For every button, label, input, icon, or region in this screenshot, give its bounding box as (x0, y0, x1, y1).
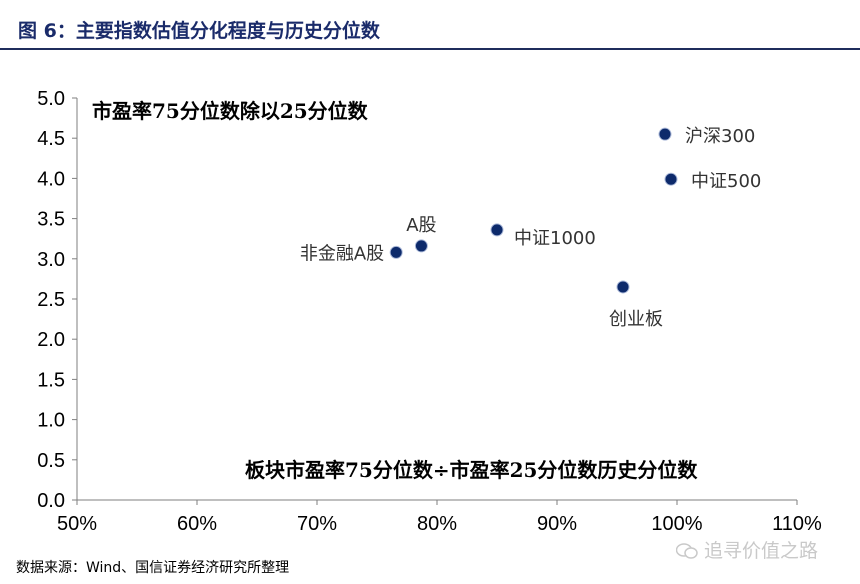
data-point (658, 127, 672, 141)
data-label: 创业板 (609, 309, 663, 330)
y-tick-label: 3.0 (37, 249, 65, 271)
data-label: A股 (406, 215, 436, 236)
figure-title: 图 6：主要指数估值分化程度与历史分位数 (18, 20, 380, 42)
data-label: 非金融A股 (300, 243, 384, 264)
y-tick-label: 2.0 (37, 329, 65, 351)
x-axis-annotation: 板块市盈率75分位数÷市盈率25分位数历史分位数 (245, 458, 698, 482)
data-point (616, 280, 630, 294)
watermark-text: 追寻价值之路 (704, 540, 819, 562)
y-tick-label: 0.5 (37, 450, 65, 472)
x-tick-label: 60% (177, 513, 217, 535)
scatter-chart: 0.0 0.5 1.0 1.5 2.0 2.5 3.0 3.5 4.0 4.5 5.0 50% 60%… (37, 88, 822, 535)
y-tick-label: 4.0 (37, 168, 65, 190)
watermark: 追寻价值之路 (676, 536, 818, 563)
y-tick-label: 4.5 (37, 128, 65, 150)
data-label: 沪深300 (685, 126, 755, 147)
y-tick-label: 0.0 (37, 490, 65, 512)
data-label: 中证500 (691, 171, 761, 192)
x-tick-label: 110% (772, 513, 822, 535)
data-point (414, 239, 428, 253)
x-tick-label: 70% (297, 513, 337, 535)
data-point (490, 223, 504, 237)
figure-header: 图 6：主要指数估值分化程度与历史分位数 (0, 0, 860, 50)
data-point (664, 172, 678, 186)
x-tick-label: 50% (57, 513, 97, 535)
x-tick-label: 100% (651, 513, 702, 535)
y-axis-annotation: 市盈率75分位数除以25分位数 (92, 99, 369, 123)
y-tick-label: 3.5 (37, 209, 65, 231)
data-label: 中证1000 (514, 228, 596, 249)
figure-source: 数据来源：Wind、国信证券经济研究所整理 (16, 560, 290, 576)
data-point (389, 245, 403, 259)
y-tick-label: 1.0 (37, 410, 65, 432)
y-tick-label: 5.0 (37, 88, 65, 110)
x-axis: 50% 60% 70% 80% 90% 100% 110% (57, 499, 822, 535)
x-tick-label: 80% (417, 513, 457, 535)
y-tick-label: 1.5 (37, 369, 65, 391)
y-axis: 0.0 0.5 1.0 1.5 2.0 2.5 3.0 3.5 4.0 4.5 5.0 (37, 88, 78, 512)
x-tick-label: 90% (537, 513, 577, 535)
y-tick-label: 2.5 (37, 289, 65, 311)
wechat-icon (676, 543, 698, 559)
